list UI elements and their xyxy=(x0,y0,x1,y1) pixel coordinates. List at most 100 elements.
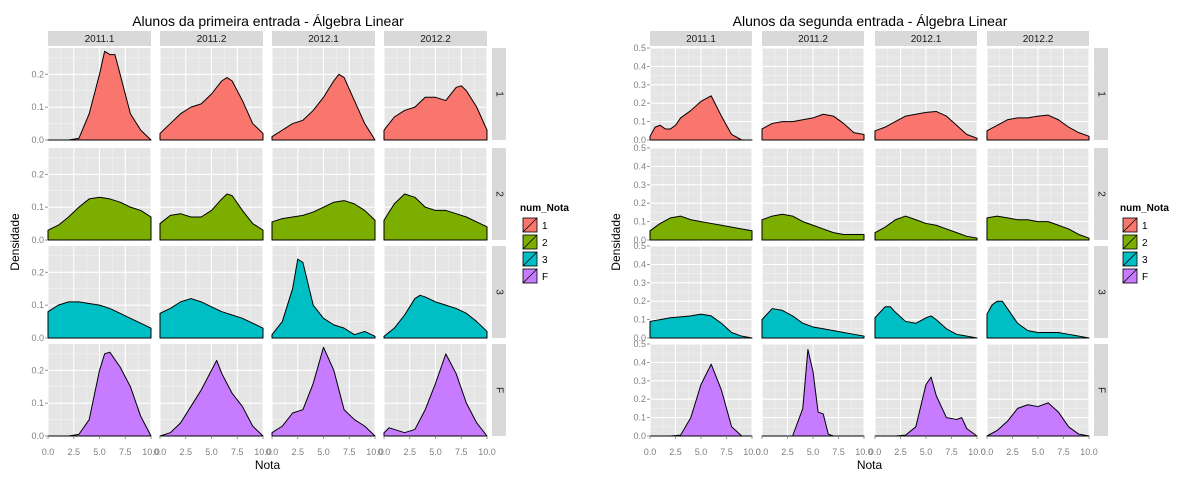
density-area xyxy=(271,258,376,339)
facet-row-label: 3 xyxy=(1096,289,1107,295)
facet-panel xyxy=(383,246,488,339)
y-tick-label: 0.1 xyxy=(633,217,646,227)
x-tick-label: 10.0 xyxy=(1080,447,1098,457)
y-tick-label: 0.5 xyxy=(633,143,646,153)
density-area xyxy=(159,298,264,339)
y-tick-label: 0.4 xyxy=(633,61,646,71)
facet-panel xyxy=(47,246,152,339)
density-area xyxy=(159,193,264,241)
y-tick-label: 0.2 xyxy=(31,267,44,277)
y-tick-label: 0.5 xyxy=(633,43,646,53)
density-area xyxy=(47,50,152,141)
facet-panel xyxy=(47,344,152,437)
facet-col-label: 2011.2 xyxy=(197,34,227,45)
x-tick-label: 2.5 xyxy=(67,447,80,457)
facet-panel xyxy=(271,344,376,437)
legend-label: F xyxy=(1142,272,1148,283)
legend-title: num_Nota xyxy=(1120,203,1169,214)
facet-panel xyxy=(761,245,865,339)
x-tick-label: 10.0 xyxy=(142,447,160,457)
facet-col-label: 2012.1 xyxy=(911,34,942,45)
y-tick-label: 0.5 xyxy=(633,241,646,251)
x-tick-label: 5.0 xyxy=(1032,447,1045,457)
legend-label: F xyxy=(542,272,548,283)
facet-panel xyxy=(271,48,376,141)
y-tick-label: 0.1 xyxy=(633,413,646,423)
facet-strip-row xyxy=(492,48,506,140)
x-tick-label: 0.0 xyxy=(378,447,391,457)
facet-panel xyxy=(649,147,753,241)
facet-panel xyxy=(47,148,152,241)
y-tick-label: 0.4 xyxy=(633,357,646,367)
y-tick-label: 0.0 xyxy=(633,333,646,343)
density-area xyxy=(986,300,1090,339)
y-tick-label: 0.1 xyxy=(633,315,646,325)
y-tick-label: 0.0 xyxy=(31,431,44,441)
facet-strip-row xyxy=(1094,148,1108,240)
legend-swatch-slash xyxy=(522,217,538,233)
density-area xyxy=(874,110,978,141)
facet-panel xyxy=(874,47,978,141)
density-area xyxy=(383,294,488,339)
x-tick-label: 5.0 xyxy=(93,447,106,457)
facet-panel xyxy=(159,48,264,141)
density-area xyxy=(986,402,1090,437)
y-tick-label: 0.5 xyxy=(633,339,646,349)
facet-panel xyxy=(761,343,865,437)
x-tick-label: 7.5 xyxy=(945,447,958,457)
x-tick-label: 10.0 xyxy=(743,447,761,457)
x-tick-label: 5.0 xyxy=(807,447,820,457)
facet-panel xyxy=(761,47,865,141)
facet-strip-col xyxy=(875,31,977,46)
legend-swatch-slash xyxy=(522,268,538,284)
y-tick-label: 0.2 xyxy=(31,365,44,375)
density-area xyxy=(874,215,978,241)
density-area xyxy=(47,301,152,339)
facet-col-label: 2012.2 xyxy=(420,34,451,45)
y-tick-label: 0.3 xyxy=(633,180,646,190)
facet-panel xyxy=(761,147,865,241)
facet-panel xyxy=(649,47,753,141)
facet-strip-row xyxy=(1094,48,1108,140)
y-tick-label: 0.4 xyxy=(633,259,646,269)
legend-label: 1 xyxy=(1142,221,1148,232)
x-tick-label: 10.0 xyxy=(968,447,986,457)
x-tick-label: 7.5 xyxy=(720,447,733,457)
facet-col-label: 2011.1 xyxy=(686,34,716,45)
x-tick-label: 7.5 xyxy=(832,447,845,457)
density-area xyxy=(986,215,1090,241)
x-tick-label: 2.5 xyxy=(1006,447,1019,457)
y-tick-label: 0.0 xyxy=(633,431,646,441)
legend-label: 3 xyxy=(542,255,548,266)
facet-panel xyxy=(986,245,1090,339)
density-area xyxy=(874,306,978,339)
x-tick-label: 2.5 xyxy=(669,447,682,457)
x-tick-label: 10.0 xyxy=(855,447,873,457)
y-tick-label: 0.0 xyxy=(31,333,44,343)
facet-strip-col xyxy=(48,31,151,46)
facet-row-label: 2 xyxy=(494,191,505,197)
density-area xyxy=(761,349,865,437)
legend-label: 3 xyxy=(1142,255,1148,266)
chart-2: Alunos da segunda entrada - Álgebra Line… xyxy=(609,13,1169,472)
density-area xyxy=(383,193,488,241)
facet-panel xyxy=(649,245,753,339)
facet-panel xyxy=(159,246,264,339)
density-area xyxy=(271,346,376,437)
x-tick-label: 7.5 xyxy=(231,447,244,457)
chart-title: Alunos da segunda entrada - Álgebra Line… xyxy=(733,13,1008,29)
y-tick-label: 0.2 xyxy=(633,198,646,208)
y-tick-label: 0.1 xyxy=(31,300,44,310)
density-area xyxy=(159,359,264,437)
y-tick-label: 0.1 xyxy=(31,102,44,112)
density-area xyxy=(761,213,865,241)
facet-panel xyxy=(649,343,753,437)
y-tick-label: 0.2 xyxy=(633,394,646,404)
x-axis-label: Nota xyxy=(255,458,281,472)
y-tick-label: 0.2 xyxy=(31,69,44,79)
density-area xyxy=(47,196,152,241)
x-tick-label: 0.0 xyxy=(644,447,657,457)
x-tick-label: 5.0 xyxy=(695,447,708,457)
x-tick-label: 0.0 xyxy=(981,447,994,457)
